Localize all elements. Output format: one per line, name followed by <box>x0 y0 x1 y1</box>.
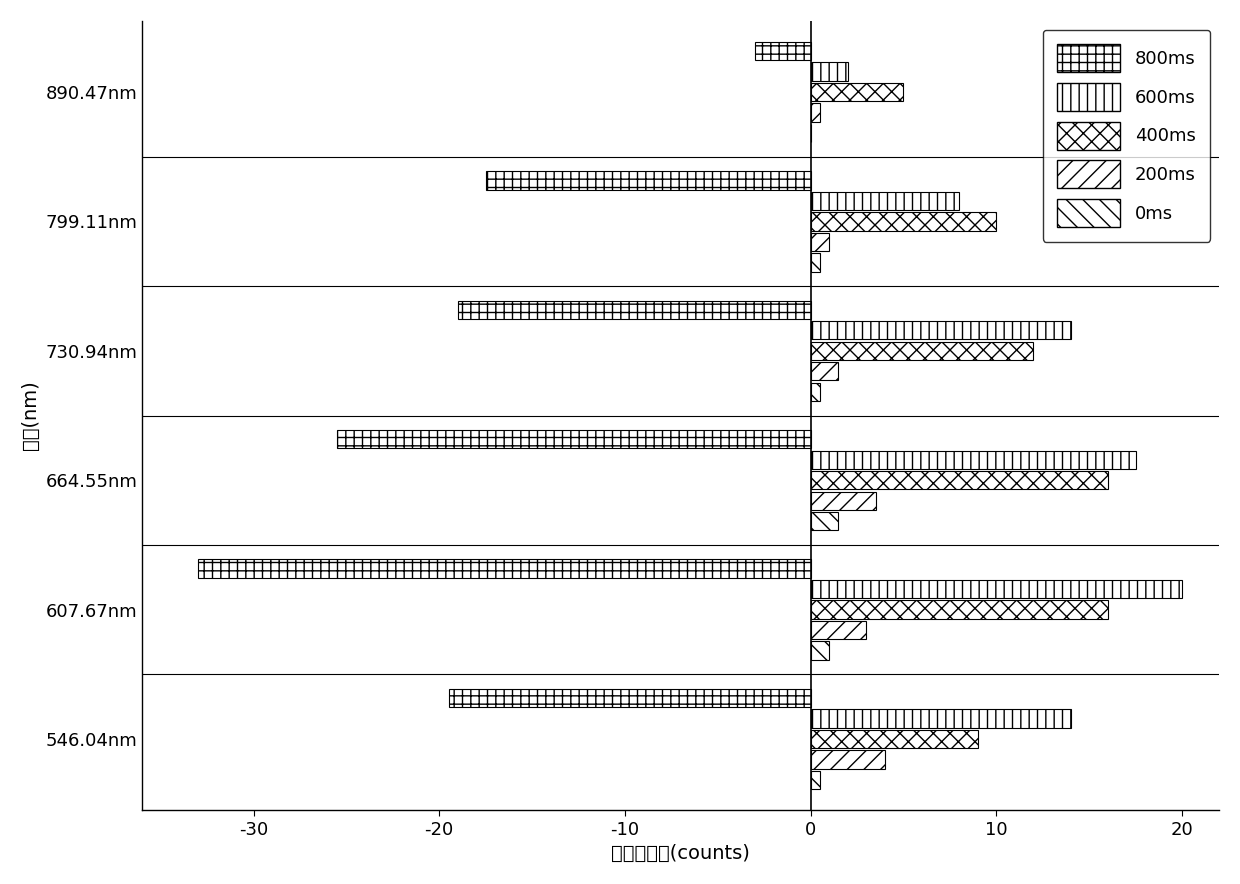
Bar <box>811 63 848 80</box>
Bar <box>449 689 811 707</box>
Bar <box>811 771 820 789</box>
Bar <box>811 321 1070 339</box>
Bar <box>811 751 885 769</box>
Bar <box>811 341 1033 360</box>
Bar <box>811 600 1107 619</box>
Bar <box>811 642 830 659</box>
Bar <box>811 451 1136 469</box>
X-axis label: 光强度变化(counts): 光强度变化(counts) <box>611 844 750 863</box>
Bar <box>811 580 1182 598</box>
Bar <box>811 362 838 380</box>
Bar <box>811 492 875 510</box>
Bar <box>337 431 811 448</box>
Bar <box>811 512 838 530</box>
Bar <box>198 560 811 578</box>
Bar <box>811 232 830 251</box>
Bar <box>811 83 904 101</box>
Bar <box>486 171 811 189</box>
Bar <box>811 730 978 748</box>
Bar <box>811 212 996 231</box>
Bar <box>811 103 820 122</box>
Bar <box>755 42 811 60</box>
Y-axis label: 波长(nm): 波长(nm) <box>21 381 40 450</box>
Bar <box>811 192 960 210</box>
Bar <box>811 709 1070 728</box>
Bar <box>458 301 811 319</box>
Bar <box>811 471 1107 490</box>
Bar <box>811 383 820 401</box>
Bar <box>811 621 867 639</box>
Bar <box>811 253 820 271</box>
Legend: 800ms, 600ms, 400ms, 200ms, 0ms: 800ms, 600ms, 400ms, 200ms, 0ms <box>1043 30 1210 241</box>
